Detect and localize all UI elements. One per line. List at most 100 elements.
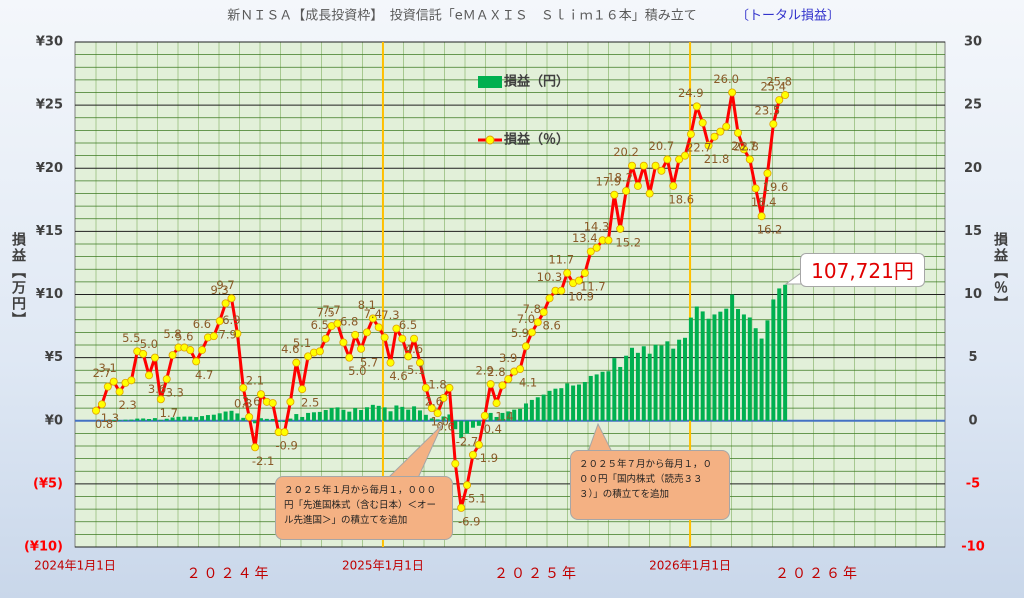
bar — [688, 317, 693, 421]
value-label: 5.6 — [175, 330, 193, 344]
bar — [317, 411, 322, 421]
bar — [194, 417, 199, 421]
bar — [353, 408, 358, 421]
point — [97, 400, 106, 409]
point — [433, 409, 442, 418]
bar — [323, 410, 328, 421]
bar — [406, 409, 411, 421]
bar — [653, 344, 658, 421]
y2-tick-label: 30 — [964, 35, 982, 50]
y2-axis-title: 損益【％】 — [992, 232, 1008, 312]
y-tick-label: ¥0 — [45, 413, 63, 428]
value-label: 11.7 — [548, 253, 574, 267]
point — [651, 161, 660, 170]
y2-tick-label: 5 — [968, 350, 977, 365]
value-label: 2.8 — [487, 365, 505, 379]
bar — [559, 388, 564, 421]
value-label: 15.2 — [615, 235, 641, 249]
bar — [659, 345, 664, 421]
value-label: 14.3 — [584, 220, 610, 234]
bar — [341, 409, 346, 421]
value-label: 22.8 — [733, 139, 759, 153]
bar — [612, 358, 617, 421]
bar — [783, 284, 788, 421]
bar — [288, 418, 293, 421]
bar — [382, 407, 387, 421]
point — [763, 169, 772, 178]
bar — [423, 414, 428, 421]
bar — [417, 410, 422, 421]
bar — [158, 419, 163, 421]
point — [698, 118, 707, 127]
value-label: 6.5 — [311, 318, 329, 332]
point — [657, 166, 666, 175]
x-period-label: ２０２５年 — [494, 566, 579, 582]
value-label: 6.5 — [399, 318, 417, 332]
bar — [241, 417, 246, 421]
value-label: 6.9 — [222, 313, 240, 327]
point — [192, 357, 201, 366]
point — [362, 328, 371, 337]
annotation: ２０２５年１月から毎月１，０００円「先進国株式（含む日本）＜オール先進国＞」の積… — [275, 476, 453, 540]
x-tick-label: 2026年1月1日 — [649, 559, 731, 573]
point — [186, 346, 195, 355]
point — [545, 294, 554, 303]
value-label: 5.5 — [122, 331, 140, 345]
point — [710, 132, 719, 141]
value-label: 7.0 — [517, 312, 535, 326]
value-label: 6.6 — [193, 317, 211, 331]
point — [757, 212, 766, 221]
point — [209, 332, 218, 341]
bar — [211, 414, 216, 421]
value-label: 18.4 — [751, 195, 777, 209]
bar — [347, 411, 352, 421]
bar — [494, 416, 499, 421]
bar — [553, 388, 558, 421]
value-label: 9.3 — [210, 283, 228, 297]
bar — [523, 403, 528, 421]
point — [421, 383, 430, 392]
point — [574, 276, 583, 285]
value-label: 9.7 — [216, 278, 234, 292]
bar — [188, 416, 193, 421]
point — [745, 155, 754, 164]
point — [592, 243, 601, 252]
y-tick-label: (¥5) — [33, 476, 63, 491]
bar — [665, 341, 670, 421]
bar — [671, 348, 676, 421]
bar — [765, 320, 770, 421]
value-label: 20.7 — [649, 139, 675, 153]
bar — [724, 308, 729, 421]
point — [233, 329, 242, 338]
bar — [376, 405, 381, 421]
value-label: 24.9 — [678, 86, 704, 100]
value-label: 6.8 — [340, 314, 358, 328]
point — [268, 399, 277, 408]
value-label: 3.9 — [499, 351, 517, 365]
y2-tick-label: -10 — [961, 540, 985, 555]
y-tick-label: ¥20 — [36, 161, 63, 176]
value-label: 4.6 — [281, 342, 299, 356]
value-label: -0.9 — [275, 439, 297, 453]
y2-tick-label: 10 — [964, 287, 982, 302]
point — [374, 323, 383, 332]
point — [168, 351, 177, 360]
bar — [459, 420, 464, 439]
value-label: 19.6 — [763, 180, 789, 194]
point — [145, 371, 154, 380]
point — [516, 364, 525, 373]
bar — [111, 419, 116, 421]
bar — [276, 420, 281, 423]
bar — [718, 311, 723, 421]
bar — [182, 416, 187, 421]
point — [256, 390, 265, 399]
point — [781, 91, 790, 100]
bar — [400, 406, 405, 421]
bar — [123, 419, 128, 421]
bar — [129, 419, 134, 421]
bar — [476, 420, 481, 426]
y-axis-title: 損益【万円】 — [10, 232, 26, 328]
x-tick-label: 2025年1月1日 — [342, 559, 424, 573]
y2-tick-label: 25 — [964, 98, 982, 113]
bar — [488, 412, 493, 421]
